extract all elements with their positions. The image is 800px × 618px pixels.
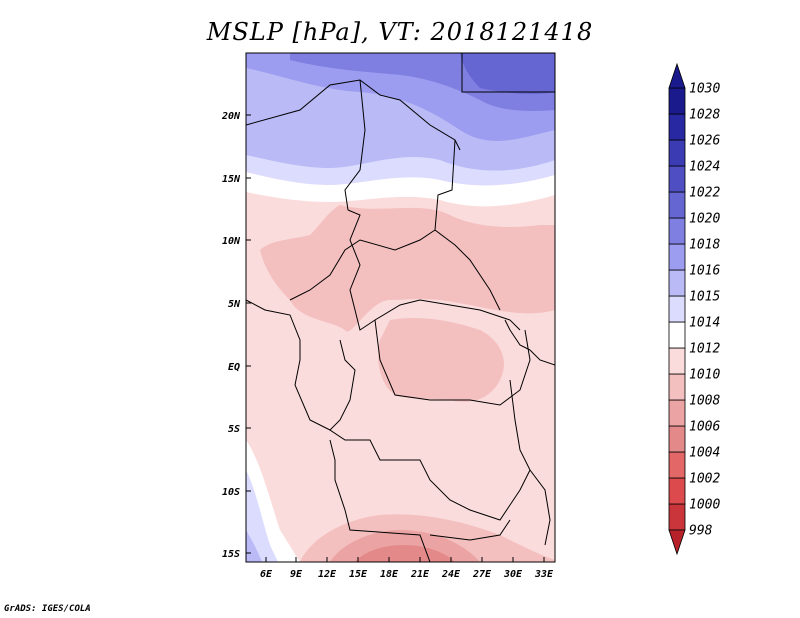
borders [246, 53, 555, 562]
lon-label: 12E [318, 569, 337, 580]
colorbar-segment [668, 425, 686, 453]
colorbar-bottom-arrow [668, 529, 686, 556]
lon-label: 30E [503, 569, 523, 580]
colorbar-label: 1010 [689, 368, 720, 383]
colorbar-segment [668, 191, 686, 219]
colorbar-label: 1004 [689, 446, 720, 461]
colorbar-label: 1012 [689, 342, 720, 357]
colorbar-label: 1030 [689, 82, 720, 97]
colorbar-segment [668, 347, 686, 375]
colorbar-label: 998 [689, 524, 713, 539]
lon-label: 15E [349, 569, 368, 580]
credit-text: GrADS: IGES/COLA [4, 604, 91, 614]
colorbar-label: 1000 [689, 498, 720, 513]
lon-label: 33E [534, 569, 554, 580]
lon-label: 6E [260, 569, 273, 580]
colorbar-top-arrow [668, 62, 686, 89]
colorbar-segment [668, 451, 686, 479]
colorbar-label: 1022 [689, 186, 720, 201]
colorbar-segment [668, 87, 686, 115]
colorbar-segment [668, 321, 686, 349]
colorbar: 998 1000 1002 1004 1006 1008 1010 1012 1014 1015 1… [668, 62, 720, 556]
colorbar-label: 1020 [689, 212, 720, 227]
colorbar-label: 1028 [689, 108, 720, 123]
colorbar-label: 1014 [689, 316, 720, 331]
colorbar-segment [668, 217, 686, 245]
colorbar-label: 1015 [689, 290, 720, 305]
lon-label: 21E [410, 569, 430, 580]
colorbar-segment [668, 477, 686, 505]
lon-label: 27E [472, 569, 492, 580]
lat-label: 10N [222, 236, 241, 247]
colorbar-label: 1018 [689, 238, 720, 253]
colorbar-segment [668, 113, 686, 141]
colorbar-label: 1002 [689, 472, 720, 487]
colorbar-label: 1006 [689, 420, 720, 435]
pressure-field [246, 53, 555, 562]
lat-label: 15N [222, 174, 241, 185]
colorbar-segment [668, 373, 686, 401]
colorbar-label: 1008 [689, 394, 720, 409]
lon-label: 18E [380, 569, 399, 580]
colorbar-segment [668, 503, 686, 531]
lat-axis: 20N 15N 10N 5N EQ 5S 10S 15S [221, 111, 251, 560]
colorbar-label: 1024 [689, 160, 720, 175]
lon-axis: 6E 9E 12E 15E 18E 21E 24E 27E 30E 33E [260, 557, 554, 580]
colorbar-segment [668, 139, 686, 167]
lat-label: 10S [222, 487, 240, 498]
lat-label: 5N [228, 299, 241, 310]
lat-label: 15S [222, 549, 240, 560]
colorbar-label: 1016 [689, 264, 720, 279]
colorbar-segment [668, 243, 686, 271]
colorbar-segment [668, 295, 686, 323]
lat-label: 5S [228, 424, 240, 435]
colorbar-segment [668, 399, 686, 427]
colorbar-segment [668, 165, 686, 193]
lon-label: 24E [441, 569, 461, 580]
colorbar-label: 1026 [689, 134, 720, 149]
colorbar-segment [668, 269, 686, 297]
lon-label: 9E [290, 569, 303, 580]
lat-label: 20N [221, 111, 241, 122]
map-frame [245, 52, 556, 563]
lat-label: EQ [228, 362, 240, 373]
map-title: MSLP [hPa], VT: 2018121418 [206, 18, 594, 46]
